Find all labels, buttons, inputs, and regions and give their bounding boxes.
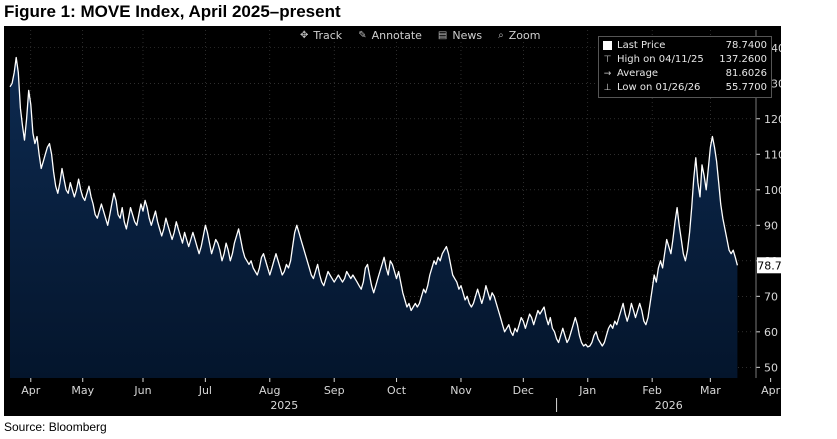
- high-marker-icon: ⊤: [603, 54, 612, 65]
- legend-high-value: 137.2600: [719, 54, 767, 65]
- legend-high-label: High on 04/11/25: [617, 54, 704, 65]
- track-button[interactable]: ✥ Track: [300, 29, 342, 42]
- annotate-label: Annotate: [371, 29, 422, 42]
- x-tick-label: Mar: [700, 384, 721, 397]
- source-note: Source: Bloomberg: [4, 420, 107, 434]
- chart-toolbar: ✥ Track ✎ Annotate ▤ News ⌕ Zoom: [300, 27, 540, 44]
- average-marker-icon: →: [603, 68, 612, 79]
- x-tick-label: Apr: [761, 384, 781, 397]
- x-tick-label: Sep: [324, 384, 345, 397]
- x-tick-label: Jul: [198, 384, 212, 397]
- y-tick-label: 120: [764, 113, 781, 126]
- x-tick-label: Nov: [450, 384, 472, 397]
- x-year-label: 2026: [655, 399, 683, 412]
- y-tick-label: 70: [764, 290, 778, 303]
- series-line[interactable]: [9, 56, 739, 348]
- news-icon: ▤: [437, 30, 448, 41]
- x-tick-label: Oct: [387, 384, 407, 397]
- last-price-swatch-icon: [603, 41, 612, 50]
- y-tick-label: 50: [764, 361, 778, 374]
- legend-row-average: → Average 81.6026: [603, 67, 767, 80]
- legend-row-low: ⊥ Low on 01/26/26 55.7700: [603, 81, 767, 94]
- series-area-fill: [10, 57, 738, 378]
- legend-avg-value: 81.6026: [725, 68, 767, 79]
- magnifier-icon: ⌕: [498, 30, 504, 41]
- legend-low-value: 55.7700: [725, 82, 767, 93]
- y-tick-label: 60: [764, 326, 778, 339]
- y-tick-label: 90: [764, 219, 778, 232]
- last-price-tag-label: 78.7400: [757, 259, 781, 272]
- x-tick-label: Jun: [133, 384, 151, 397]
- legend-avg-label: Average: [617, 68, 659, 79]
- figure-title: Figure 1: MOVE Index, April 2025–present: [4, 2, 341, 21]
- x-axis: Apr May Jun Jul Aug Sep Oct Nov Dec Jan Feb Mar Apr 2…: [21, 378, 781, 412]
- legend-last-value: 78.7400: [725, 40, 767, 51]
- track-label: Track: [313, 29, 343, 42]
- y-tick-label: 110: [764, 148, 781, 161]
- last-price-tag: [757, 257, 781, 274]
- zoom-label: Zoom: [508, 29, 541, 42]
- last-price-marker: 78.7400: [757, 257, 781, 274]
- legend-box: Last Price 78.7400 ⊤ High on 04/11/25 137…: [598, 36, 772, 98]
- legend-row-high: ⊤ High on 04/11/25 137.2600: [603, 53, 767, 66]
- news-button[interactable]: ▤ News: [438, 29, 482, 42]
- x-tick-label: Aug: [259, 384, 280, 397]
- crosshair-icon: ✥: [300, 30, 309, 41]
- x-tick-label: Jan: [578, 384, 596, 397]
- y-tick-label: 100: [764, 184, 781, 197]
- pencil-icon: ✎: [358, 30, 367, 41]
- x-tick-label: May: [71, 384, 94, 397]
- x-year-label: 2025: [270, 399, 298, 412]
- zoom-button[interactable]: ⌕ Zoom: [498, 29, 540, 42]
- annotate-button[interactable]: ✎ Annotate: [358, 29, 422, 42]
- legend-last-label: Last Price: [617, 40, 666, 51]
- news-label: News: [452, 29, 483, 42]
- low-marker-icon: ⊥: [603, 82, 612, 93]
- legend-low-label: Low on 01/26/26: [617, 82, 701, 93]
- x-tick-label: Apr: [21, 384, 41, 397]
- x-tick-label: Dec: [513, 384, 534, 397]
- legend-row-last: Last Price 78.7400: [603, 39, 767, 52]
- x-tick-label: Feb: [642, 384, 661, 397]
